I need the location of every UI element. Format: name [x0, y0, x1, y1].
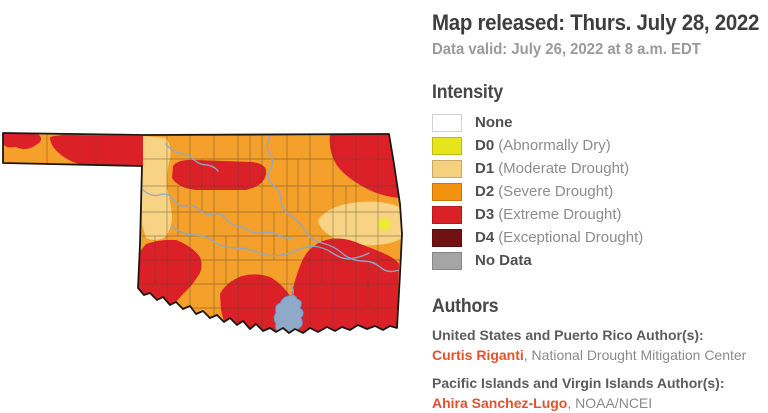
d1-swatch — [432, 159, 462, 178]
data-valid-date: Data valid: July 26, 2022 at 8 a.m. EDT — [432, 41, 701, 59]
d0-abnormally-dry-spot — [377, 217, 391, 231]
rivers — [142, 134, 402, 299]
oklahoma-state-outline — [2, 132, 403, 334]
d3-extreme-drought-north-central — [172, 159, 267, 190]
oklahoma-map-svg — [2, 132, 403, 334]
intensity-legend-title: Intensity — [432, 82, 503, 104]
arkansas-river — [266, 134, 402, 273]
legend-row-d3: D3 (Extreme Drought) — [432, 203, 762, 226]
author-block-us: United States and Puerto Rico Author(s):… — [432, 326, 762, 365]
legend-row-d4: D4 (Exceptional Drought) — [432, 226, 762, 249]
author-role-us: United States and Puerto Rico Author(s): — [432, 327, 704, 344]
map-released-date: Map released: Thurs. July 28, 2022 — [432, 10, 760, 35]
d3-extreme-drought-southwest — [138, 239, 202, 305]
cimarron-river — [142, 189, 293, 239]
author-affiliation-us: , National Drought Mitigation Center — [523, 347, 747, 364]
d1-moderate-drought-west-band — [142, 136, 172, 240]
d3-swatch — [432, 205, 462, 224]
author-block-pacific: Pacific Islands and Virgin Islands Autho… — [432, 374, 762, 413]
author-link-ahira-sanchez-lugo[interactable]: Ahira Sanchez-Lugo — [432, 394, 568, 411]
d3-extreme-drought-panhandle-west — [3, 134, 42, 150]
author-affiliation-pacific: , NOAA/NCEI — [567, 394, 653, 411]
d0-swatch — [432, 136, 462, 155]
oklahoma-drought-map — [0, 124, 412, 340]
legend-row-none: None — [432, 111, 762, 134]
legend-row-d1: D1 (Moderate Drought) — [432, 157, 762, 180]
d1-moderate-drought-east-band — [318, 201, 402, 246]
d2-swatch — [432, 182, 462, 201]
lake-texoma — [273, 294, 304, 333]
none-swatch — [432, 113, 462, 132]
author-link-curtis-riganti[interactable]: Curtis Riganti — [432, 347, 524, 364]
legend-row-d2: D2 (Severe Drought) — [432, 180, 762, 203]
d4-swatch — [432, 228, 462, 247]
d3-extreme-drought-northeast — [329, 134, 400, 198]
canadian-river — [171, 225, 370, 260]
legend-row-d0: D0 (Abnormally Dry) — [432, 134, 762, 157]
no-data-swatch — [432, 251, 462, 270]
intensity-legend: None D0 (Abnormally Dry) D1 (Moderate Drou… — [432, 111, 762, 272]
authors-title: Authors — [432, 296, 499, 318]
info-panel: Map released: Thurs. July 28, 2022 Data … — [432, 10, 762, 413]
north-canadian-river-upper — [165, 143, 219, 172]
author-role-pacific: Pacific Islands and Virgin Islands Autho… — [432, 374, 725, 391]
legend-row-nodata: No Data — [432, 249, 762, 272]
d3-extreme-drought-panhandle-east — [50, 134, 143, 166]
